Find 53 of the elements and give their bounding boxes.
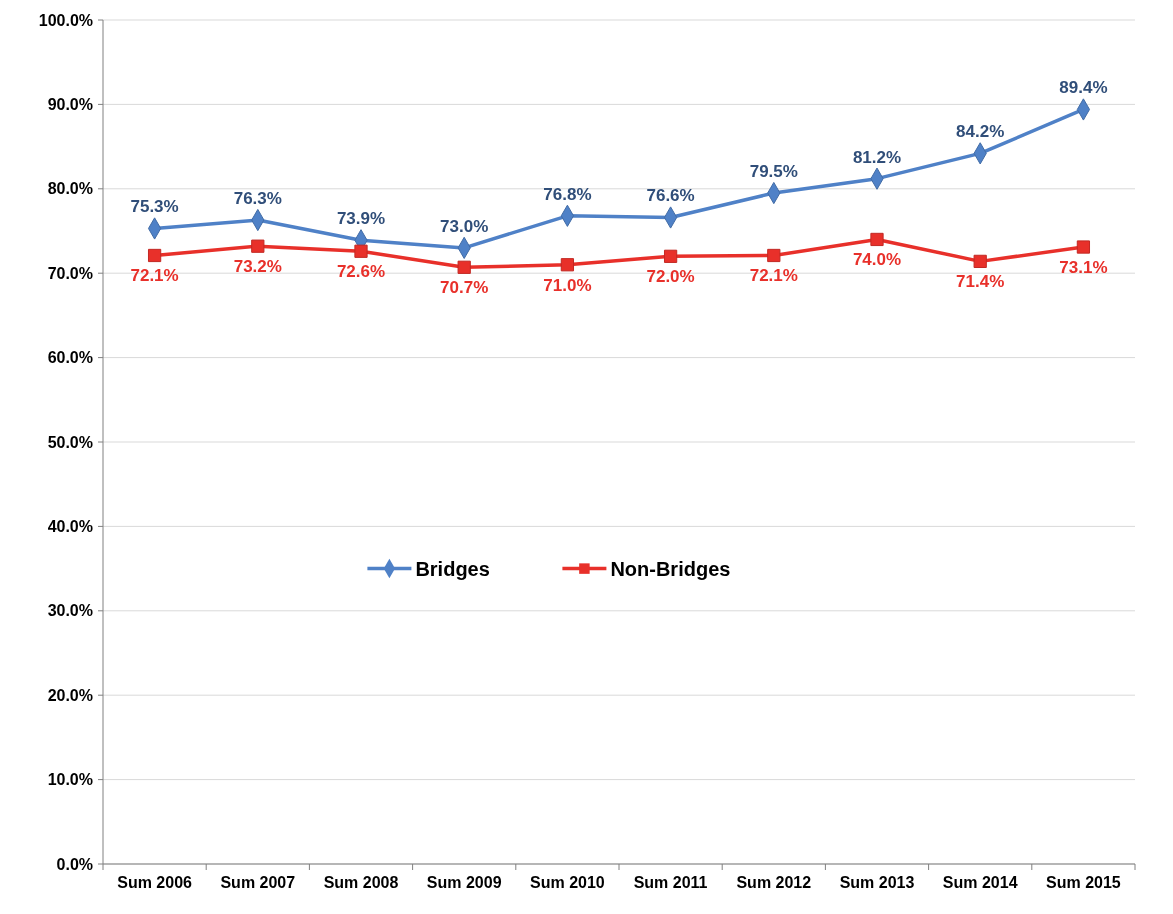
data-label: 74.0% <box>852 250 902 270</box>
y-tick-label: 100.0% <box>38 11 93 29</box>
point <box>560 258 575 272</box>
data-label: 72.1% <box>130 266 179 286</box>
data-label: 73.9% <box>336 209 386 229</box>
x-tick-label: Sum 2014 <box>942 874 1018 891</box>
y-tick-label: 40.0% <box>47 518 93 535</box>
data-label: 71.4% <box>956 272 1005 292</box>
point <box>870 232 884 247</box>
x-tick-label: Sum 2006 <box>117 874 193 891</box>
legend-label: Bridges <box>415 557 490 580</box>
data-label: 75.3% <box>130 197 179 217</box>
point <box>457 260 471 274</box>
y-tick-label: 80.0% <box>47 180 93 198</box>
y-tick-label: 30.0% <box>47 602 93 620</box>
data-label: 81.2% <box>852 147 902 167</box>
y-tick-label: 90.0% <box>47 96 93 113</box>
y-tick-label: 70.0% <box>47 264 93 282</box>
point <box>663 249 678 263</box>
data-label: 72.6% <box>336 262 386 282</box>
y-tick-label: 0.0% <box>56 855 93 873</box>
data-label: 70.7% <box>440 278 489 298</box>
y-tick-label: 10.0% <box>47 771 93 789</box>
point <box>147 248 162 263</box>
data-label: 73.0% <box>440 216 489 236</box>
data-label: 71.0% <box>543 275 592 295</box>
data-label: 84.2% <box>956 122 1005 142</box>
data-label: 89.4% <box>1059 78 1108 98</box>
y-tick-label: 60.0% <box>47 349 93 367</box>
y-tick-label: 50.0% <box>47 433 93 451</box>
data-label: 73.1% <box>1059 258 1108 278</box>
point <box>251 239 265 253</box>
data-label: 73.2% <box>233 257 282 277</box>
x-tick-label: Sum 2008 <box>323 874 399 891</box>
y-tick-label: 20.0% <box>47 686 93 704</box>
point <box>767 248 781 263</box>
data-label: 72.0% <box>646 267 695 287</box>
data-label: 76.6% <box>646 186 695 206</box>
x-tick-label: Sum 2011 <box>633 874 708 891</box>
legend-label: Non-Bridges <box>610 557 731 580</box>
data-label: 79.5% <box>749 162 798 182</box>
x-tick-label: Sum 2010 <box>530 874 605 891</box>
x-tick-label: Sum 2007 <box>220 874 296 891</box>
data-label: 76.3% <box>233 189 282 209</box>
point <box>973 254 987 269</box>
x-tick-label: Sum 2012 <box>736 874 812 891</box>
data-label: 76.8% <box>543 184 592 204</box>
point <box>354 244 368 258</box>
x-tick-label: Sum 2015 <box>1046 874 1121 891</box>
data-label: 72.1% <box>749 266 798 286</box>
x-tick-label: Sum 2009 <box>426 874 502 891</box>
x-tick-label: Sum 2013 <box>839 874 915 891</box>
point <box>1076 240 1091 254</box>
